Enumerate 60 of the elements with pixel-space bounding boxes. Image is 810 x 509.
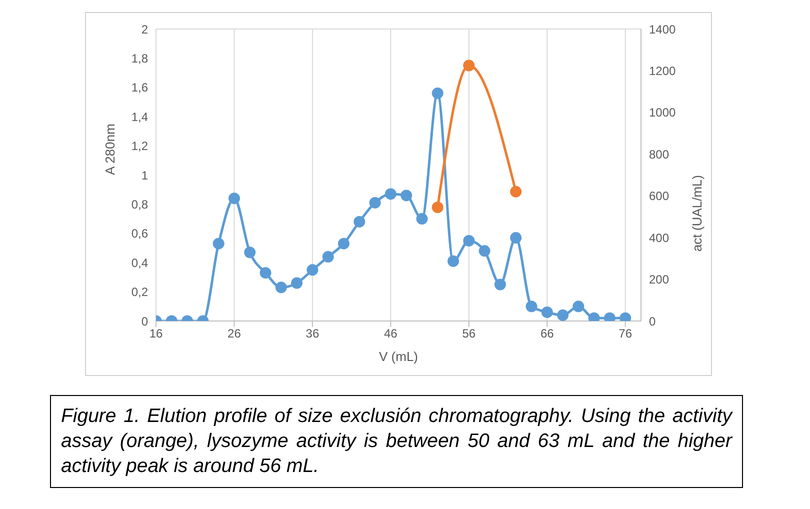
point: [322, 251, 334, 263]
y2-tick-label: 600: [649, 189, 670, 204]
y-axis-title: A 280nm: [102, 124, 118, 175]
y-tick-label: 0,6: [131, 226, 148, 241]
point: [306, 264, 318, 276]
y-tick-label: 1,2: [131, 139, 148, 154]
point: [588, 312, 600, 321]
point: [541, 306, 553, 318]
y2-tick-label: 800: [649, 147, 670, 162]
point: [291, 277, 303, 289]
point: [604, 312, 616, 321]
x-tick-label: 26: [228, 326, 242, 341]
y-tick-label: 1,6: [131, 80, 148, 95]
y-tick-label: 0,2: [131, 285, 148, 300]
point: [463, 60, 475, 72]
y2-tick-label: 200: [649, 272, 670, 287]
x-axis-title: V (mL): [379, 349, 418, 364]
point: [432, 202, 444, 214]
y2-tick-label: 1200: [649, 64, 676, 78]
x-tick-label: 66: [540, 326, 554, 341]
x-tick-label: 76: [618, 326, 632, 341]
y2-tick-label: 0: [649, 314, 656, 328]
point: [526, 300, 538, 312]
y-tick-label: 0: [141, 314, 148, 328]
y2-tick-label: 400: [649, 230, 670, 245]
x-tick-label: 46: [384, 326, 398, 341]
point: [354, 216, 366, 228]
point: [494, 278, 506, 290]
point: [244, 246, 256, 258]
y-tick-label: 0,8: [131, 197, 148, 212]
point: [432, 87, 444, 99]
x-tick-label: 16: [149, 326, 163, 341]
point: [275, 282, 287, 294]
point: [384, 188, 396, 200]
point: [369, 196, 381, 208]
y-tick-label: 1,8: [131, 51, 148, 66]
y2-axis-title: act (UAL/mL): [690, 175, 705, 252]
y-tick-label: 2: [141, 22, 148, 36]
point: [510, 186, 522, 198]
point: [572, 300, 584, 312]
point: [416, 213, 428, 225]
point: [478, 245, 490, 257]
point: [260, 267, 272, 279]
point: [212, 238, 224, 250]
y-tick-label: 0,4: [131, 256, 148, 270]
y2-tick-label: 1400: [649, 22, 676, 36]
point: [448, 255, 460, 267]
point: [463, 234, 475, 246]
y2-tick-label: 1000: [649, 106, 676, 120]
point: [620, 312, 632, 321]
y-tick-label: 1: [141, 168, 148, 182]
point: [338, 238, 350, 250]
point: [510, 232, 522, 244]
point: [228, 192, 240, 204]
point: [557, 309, 569, 321]
x-tick-label: 56: [462, 326, 476, 341]
y-tick-label: 1,4: [131, 110, 148, 124]
point: [400, 190, 412, 202]
x-tick-label: 36: [306, 326, 320, 341]
caption: Figure 1. Elution profile of size exclusión chromatography. Using the activity assay (orange), lysozyme activity is between 50 and 63 mL and the higher activity peak is around 56 mL.: [61, 404, 732, 479]
